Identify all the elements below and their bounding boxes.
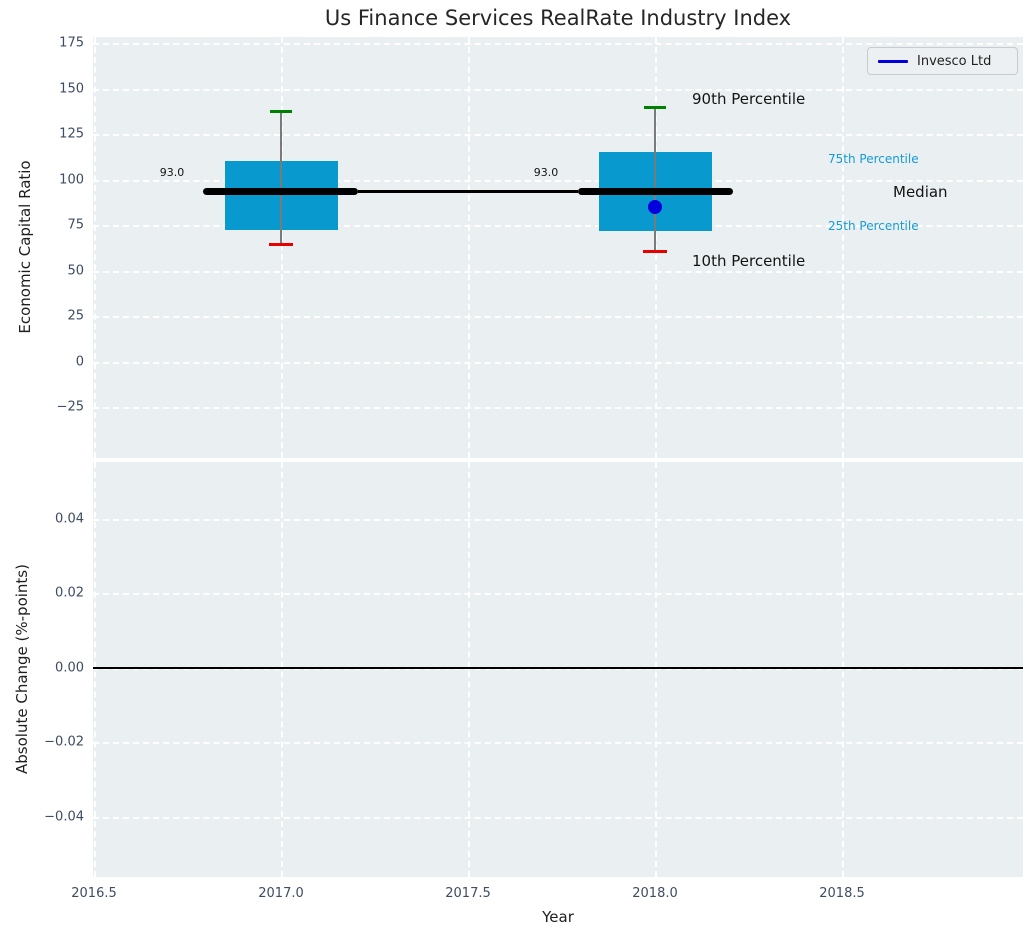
p10-cap-2018 (643, 250, 667, 253)
gridline-v (842, 462, 844, 877)
invesco-data-point (648, 200, 662, 214)
gridline-h (93, 519, 1023, 521)
gridline-v (655, 37, 657, 458)
gridline-h (93, 593, 1023, 595)
p10-cap-2017 (269, 243, 293, 246)
gridline-v (468, 37, 470, 458)
gridline-h (93, 668, 1023, 670)
median-connector-line (358, 190, 578, 193)
ytick-top: 100 (59, 172, 84, 188)
median-line-2017 (203, 188, 358, 195)
xtick: 2018.5 (819, 886, 865, 901)
annotation-25th-percentile: 25th Percentile (828, 219, 919, 233)
whisker-2017 (280, 112, 282, 245)
y-axis-label-top: Economic Capital Ratio (16, 160, 34, 334)
xtick: 2017.5 (445, 886, 491, 901)
ytick-top: 125 (59, 126, 84, 142)
gridline-h (93, 742, 1023, 744)
gridline-h (93, 134, 1023, 136)
gridline-h (93, 407, 1023, 409)
ytick-top: 150 (59, 81, 84, 97)
gridline-h (93, 89, 1023, 91)
ytick-bottom: 0.02 (55, 585, 84, 601)
gridline-v (655, 462, 657, 877)
gridline-v (281, 37, 283, 458)
annotation-10th-percentile: 10th Percentile (692, 252, 806, 270)
legend-label: Invesco Ltd (917, 53, 992, 69)
annotation-median: Median (893, 183, 948, 201)
gridline-v (281, 462, 283, 877)
xtick: 2018.0 (632, 886, 678, 901)
gridline-h (93, 43, 1023, 45)
x-axis-label: Year (542, 908, 574, 926)
gridline-h (93, 271, 1023, 273)
ytick-top: −25 (56, 399, 84, 415)
zero-line (93, 667, 1023, 669)
ytick-bottom: −0.02 (44, 734, 84, 750)
gridline-h (93, 817, 1023, 819)
ytick-bottom: 0.00 (55, 660, 84, 676)
p90-cap-2017 (270, 110, 292, 113)
annotation-75th-percentile: 75th Percentile (828, 152, 919, 166)
gridline-h (93, 362, 1023, 364)
top-plot-area (93, 37, 1023, 458)
gridline-h (93, 180, 1023, 182)
ytick-top: 75 (67, 217, 84, 233)
ytick-top: 175 (59, 35, 84, 51)
y-axis-label-bottom: Absolute Change (%-points) (13, 564, 31, 774)
gridline-v (94, 37, 96, 458)
gridline-h (93, 225, 1023, 227)
gridline-v (468, 462, 470, 877)
ytick-bottom: −0.04 (44, 809, 84, 825)
annotation-90th-percentile: 90th Percentile (692, 90, 806, 108)
median-line-2018 (578, 188, 733, 195)
median-value-label-2018: 93.0 (533, 166, 559, 179)
xtick: 2016.5 (71, 886, 117, 901)
whisker-2018 (654, 108, 656, 252)
legend-line-swatch (878, 59, 908, 63)
gridline-v (842, 37, 844, 458)
ytick-bottom: 0.04 (55, 511, 84, 527)
p90-cap-2018 (644, 106, 666, 109)
ytick-top: 50 (67, 263, 84, 279)
median-value-label-2017: 93.0 (159, 166, 185, 179)
legend: Invesco Ltd (867, 47, 1018, 75)
ytick-top: 0 (75, 354, 84, 370)
gridline-v (94, 462, 96, 877)
chart-title: Us Finance Services RealRate Industry In… (324, 6, 792, 30)
xtick: 2017.0 (258, 886, 304, 901)
ytick-top: 25 (67, 308, 84, 324)
gridline-h (93, 316, 1023, 318)
